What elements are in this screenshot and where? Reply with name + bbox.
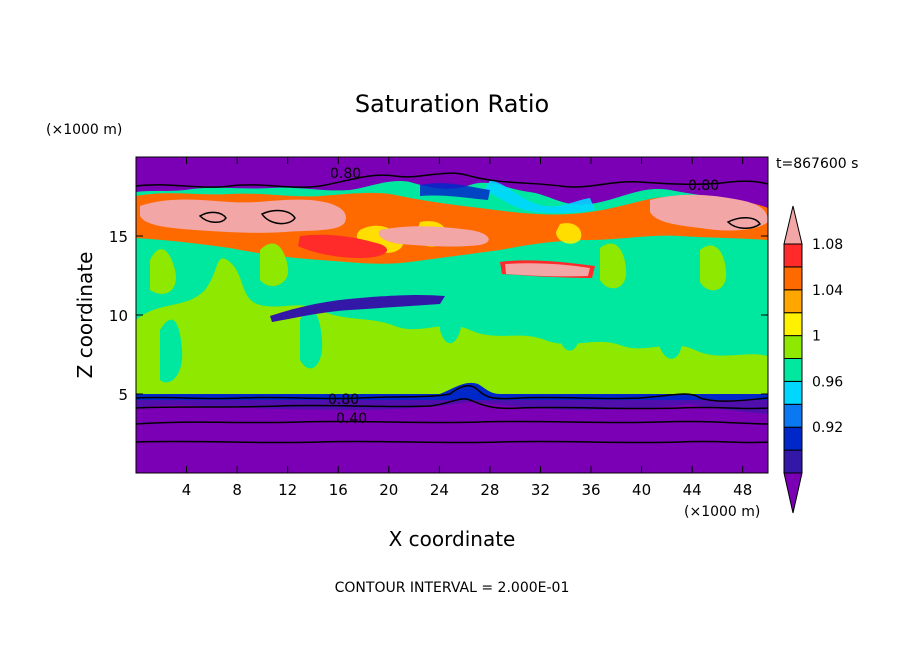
contour-label-top-right: 0.80 xyxy=(688,178,719,194)
colorbar-label: 0.92 xyxy=(812,420,843,436)
y-tick-label: 5 xyxy=(118,386,128,404)
x-axis-unit: (×1000 m) xyxy=(684,504,760,520)
x-tick-label: 48 xyxy=(733,481,752,499)
x-tick-label: 20 xyxy=(379,481,398,499)
contour-020 xyxy=(136,440,768,444)
x-tick-label: 24 xyxy=(430,481,449,499)
colorbar-swatch xyxy=(783,358,803,382)
contour-label-lower: 0.80 xyxy=(328,392,359,408)
contour-080-upper xyxy=(136,172,768,188)
upper-pink-cloud-mid xyxy=(378,226,489,247)
colorbar: 0.92 0.96 1 1.04 1.08 xyxy=(783,205,843,514)
colorbar-swatch xyxy=(783,312,803,337)
y-tick-label: 15 xyxy=(109,228,128,246)
chart-title: Saturation Ratio xyxy=(355,90,549,118)
colorbar-swatch xyxy=(783,289,803,314)
x-tick-label: 40 xyxy=(632,481,651,499)
x-tick-label: 16 xyxy=(329,481,348,499)
colorbar-swatch xyxy=(783,380,803,405)
upper-pink-cloud-left xyxy=(140,199,346,233)
colorbar-swatch xyxy=(783,426,803,451)
y-axis-ticks: 5 10 15 xyxy=(109,228,768,404)
contour-080-lower xyxy=(136,384,768,402)
upper-cyan-fringe xyxy=(485,180,595,214)
lower-dry-layer xyxy=(136,400,768,473)
lower-layer-band xyxy=(136,400,768,414)
colorbar-lower-triangle xyxy=(783,472,803,514)
colorbar-label: 0.96 xyxy=(812,374,843,390)
upper-blue-fringe xyxy=(420,183,490,200)
colorbar-swatch xyxy=(783,403,803,428)
colorbar-upper-triangle xyxy=(783,205,803,245)
time-label: t=867600 s xyxy=(776,156,858,172)
contour-lines xyxy=(136,172,768,444)
x-tick-label: 8 xyxy=(232,481,242,499)
y-axis-unit: (×1000 m) xyxy=(46,122,122,138)
upper-green-fingers xyxy=(150,243,727,294)
colorbar-swatch xyxy=(783,449,803,474)
contour-label-bottom: 0.40 xyxy=(336,411,367,427)
x-tick-label: 32 xyxy=(531,481,550,499)
y-tick-label: 10 xyxy=(109,307,128,325)
x-axis-ticks: 4 8 12 16 20 24 28 32 36 40 44 48 xyxy=(182,157,752,499)
colorbar-label: 1 xyxy=(812,329,821,345)
x-axis-label: X coordinate xyxy=(389,527,516,551)
x-tick-label: 12 xyxy=(278,481,297,499)
colorbar-swatch xyxy=(783,266,803,291)
contour-interval-note: CONTOUR INTERVAL = 2.000E-01 xyxy=(335,580,570,596)
x-tick-label: 44 xyxy=(683,481,702,499)
contour-label-top-left: 0.80 xyxy=(330,166,361,182)
upper-dry-layer xyxy=(136,157,768,210)
colorbar-label: 1.04 xyxy=(812,283,843,299)
contour-060 xyxy=(136,398,768,410)
x-tick-label: 4 xyxy=(182,481,192,499)
contour-upper-cloud-right xyxy=(726,217,762,229)
x-tick-label: 28 xyxy=(480,481,499,499)
colorbar-label: 1.08 xyxy=(812,237,843,253)
mid-blue-streak xyxy=(270,294,445,322)
y-axis-label: Z coordinate xyxy=(73,252,97,379)
contour-upper-cloud-left xyxy=(198,209,296,225)
colorbar-swatch xyxy=(783,243,803,268)
x-tick-label: 36 xyxy=(581,481,600,499)
colorbar-swatch xyxy=(783,335,803,360)
middle-cyan-streaks xyxy=(160,290,682,383)
contour-040 xyxy=(136,420,768,425)
upper-pink-cloud-right xyxy=(650,194,768,231)
mid-pink-cloud xyxy=(505,263,590,277)
plot-area: 0.80 0.80 0.80 0.40 xyxy=(136,157,768,473)
